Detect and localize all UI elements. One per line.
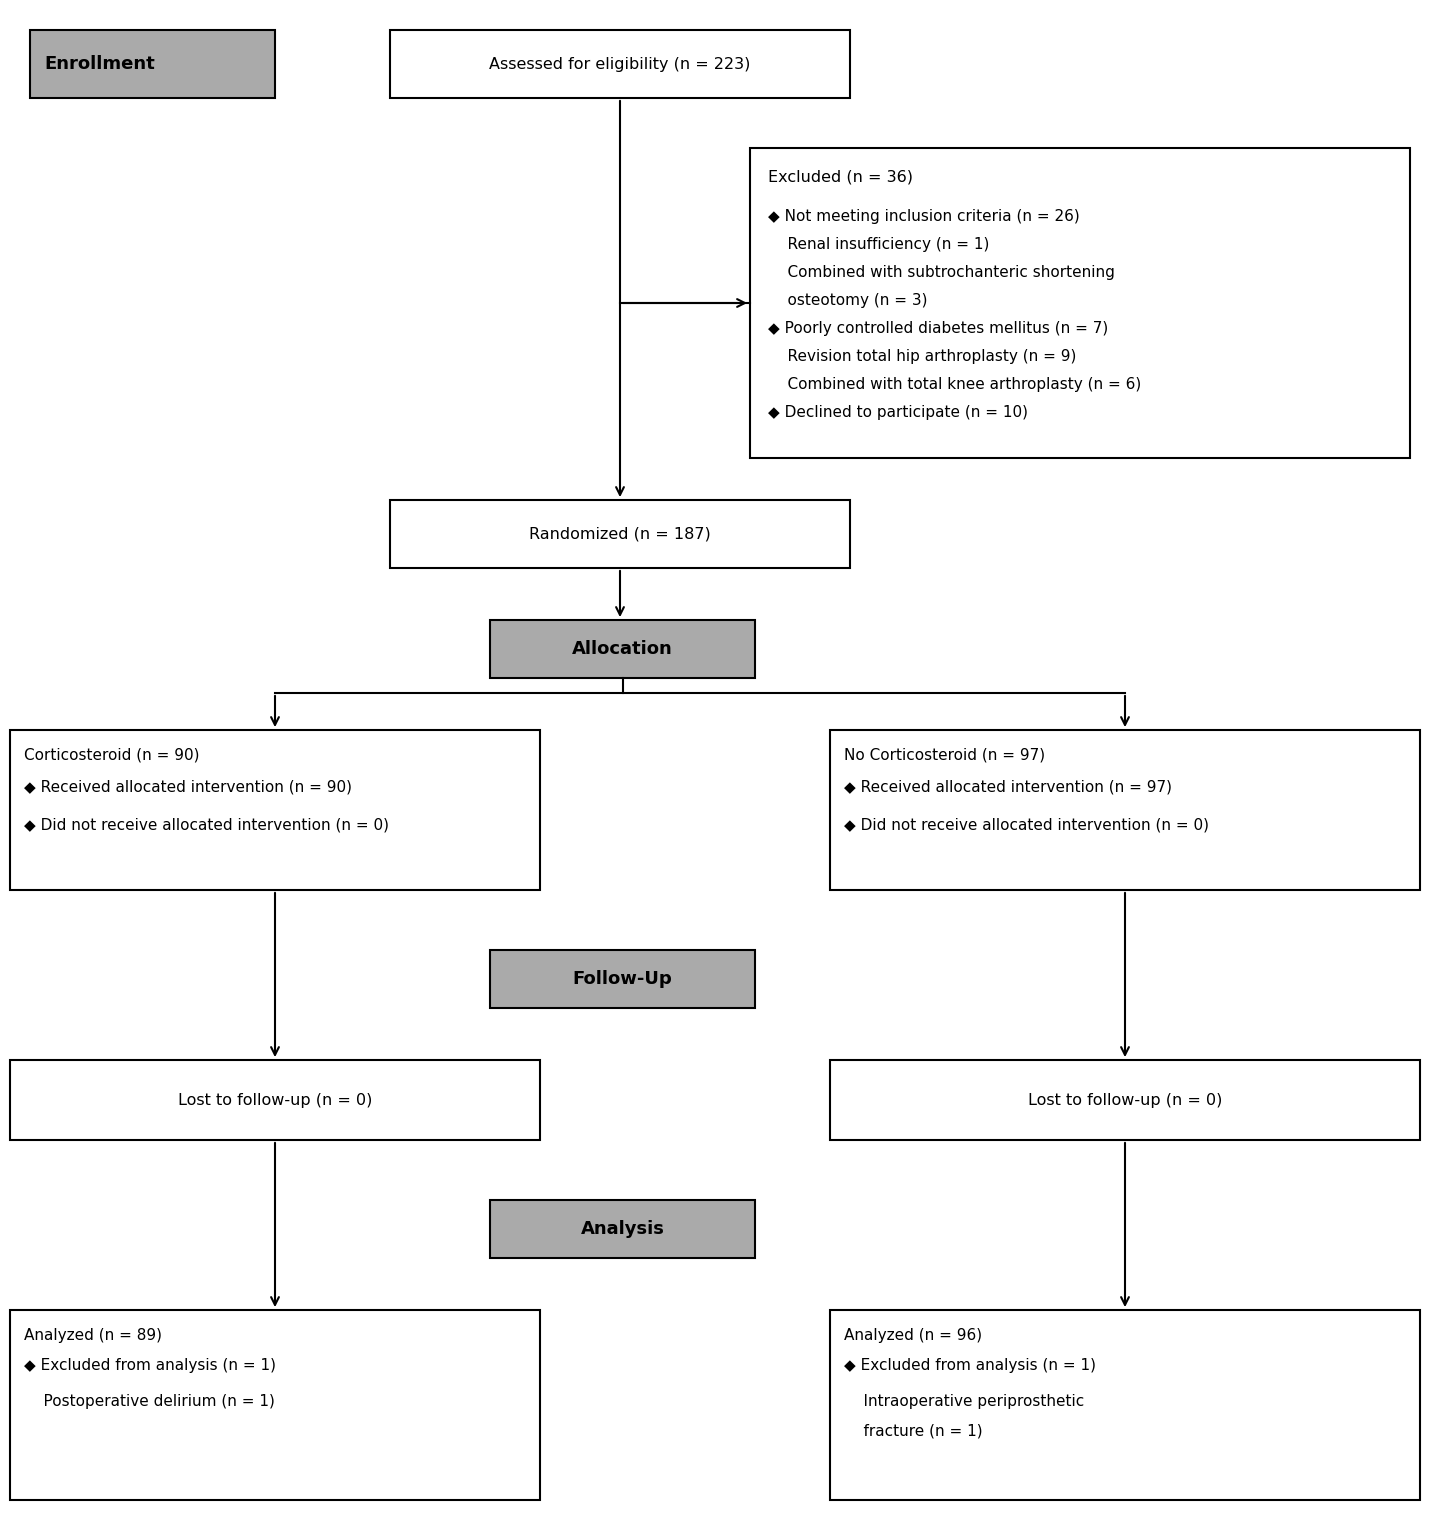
Text: ◆ Did not receive allocated intervention (n = 0): ◆ Did not receive allocated intervention…: [844, 819, 1209, 833]
Text: Analyzed (n = 89): Analyzed (n = 89): [24, 1329, 162, 1342]
Text: Combined with total knee arthroplasty (n = 6): Combined with total knee arthroplasty (n…: [768, 378, 1142, 392]
Text: Lost to follow-up (n = 0): Lost to follow-up (n = 0): [178, 1092, 372, 1107]
Text: Renal insufficiency (n = 1): Renal insufficiency (n = 1): [768, 237, 989, 252]
Text: ◆ Received allocated intervention (n = 90): ◆ Received allocated intervention (n = 9…: [24, 780, 352, 796]
Text: ◆ Not meeting inclusion criteria (n = 26): ◆ Not meeting inclusion criteria (n = 26…: [768, 209, 1080, 224]
Text: Combined with subtrochanteric shortening: Combined with subtrochanteric shortening: [768, 266, 1114, 280]
Text: Analyzed (n = 96): Analyzed (n = 96): [844, 1329, 982, 1342]
Bar: [830, 730, 1420, 889]
Text: Postoperative delirium (n = 1): Postoperative delirium (n = 1): [24, 1395, 274, 1409]
Bar: [10, 730, 540, 889]
Text: Randomized (n = 187): Randomized (n = 187): [528, 527, 711, 542]
Text: fracture (n = 1): fracture (n = 1): [844, 1424, 982, 1439]
Text: ◆ Excluded from analysis (n = 1): ◆ Excluded from analysis (n = 1): [24, 1358, 276, 1373]
Bar: [490, 1200, 755, 1258]
Text: ◆ Excluded from analysis (n = 1): ◆ Excluded from analysis (n = 1): [844, 1358, 1096, 1373]
Text: ◆ Poorly controlled diabetes mellitus (n = 7): ◆ Poorly controlled diabetes mellitus (n…: [768, 321, 1109, 336]
Text: ◆ Declined to participate (n = 10): ◆ Declined to participate (n = 10): [768, 406, 1028, 421]
Bar: [490, 621, 755, 677]
Text: osteotomy (n = 3): osteotomy (n = 3): [768, 293, 928, 309]
Text: Excluded (n = 36): Excluded (n = 36): [768, 170, 913, 184]
Bar: [10, 1310, 540, 1501]
Text: Enrollment: Enrollment: [45, 55, 155, 74]
Text: Intraoperative periprosthetic: Intraoperative periprosthetic: [844, 1395, 1084, 1409]
Text: Corticosteroid (n = 90): Corticosteroid (n = 90): [24, 748, 200, 763]
Text: ◆ Did not receive allocated intervention (n = 0): ◆ Did not receive allocated intervention…: [24, 819, 389, 833]
Bar: [30, 31, 276, 98]
Text: Revision total hip arthroplasty (n = 9): Revision total hip arthroplasty (n = 9): [768, 349, 1077, 364]
Bar: [490, 949, 755, 1008]
Text: Lost to follow-up (n = 0): Lost to follow-up (n = 0): [1028, 1092, 1222, 1107]
Text: ◆ Received allocated intervention (n = 97): ◆ Received allocated intervention (n = 9…: [844, 780, 1172, 796]
Bar: [391, 31, 850, 98]
Bar: [830, 1310, 1420, 1501]
Text: Follow-Up: Follow-Up: [573, 971, 672, 988]
Bar: [391, 501, 850, 568]
Bar: [10, 1060, 540, 1140]
Bar: [830, 1060, 1420, 1140]
Bar: [750, 147, 1410, 458]
Text: Allocation: Allocation: [572, 641, 673, 657]
Text: Assessed for eligibility (n = 223): Assessed for eligibility (n = 223): [490, 57, 751, 72]
Text: No Corticosteroid (n = 97): No Corticosteroid (n = 97): [844, 748, 1045, 763]
Text: Analysis: Analysis: [580, 1220, 665, 1238]
